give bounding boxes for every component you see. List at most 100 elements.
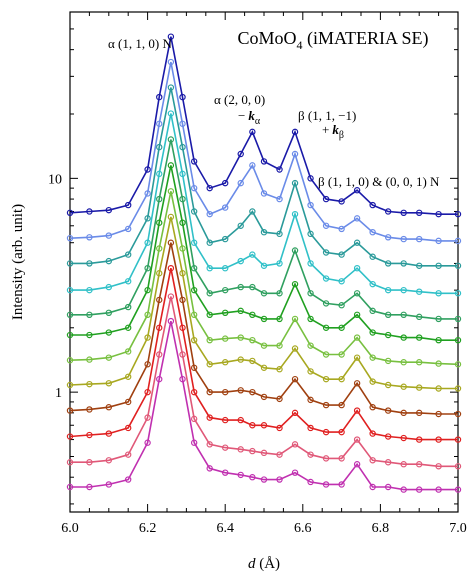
data-point — [124, 278, 132, 285]
data-point — [322, 428, 330, 436]
data-point — [156, 245, 163, 252]
data-point — [221, 335, 229, 342]
data-point — [105, 232, 113, 239]
data-point — [307, 230, 314, 238]
data-point — [454, 237, 462, 245]
data-point — [338, 278, 345, 285]
data-point — [307, 396, 314, 404]
data-point — [206, 414, 213, 421]
data-point — [338, 375, 345, 383]
data-point — [249, 311, 256, 319]
data-point — [416, 235, 423, 243]
data-point — [416, 209, 423, 217]
data-point — [384, 286, 392, 294]
data-point — [322, 249, 330, 256]
fit-line — [70, 113, 458, 295]
data-point — [190, 415, 198, 423]
data-point — [105, 329, 113, 336]
data-point — [167, 110, 175, 117]
data-point — [353, 354, 361, 361]
data-point — [416, 334, 423, 341]
data-point — [454, 436, 462, 443]
data-point — [221, 286, 229, 294]
data-point — [237, 222, 244, 229]
data-point — [322, 351, 330, 358]
data-point — [260, 342, 268, 349]
data-point — [249, 128, 256, 136]
data-point — [221, 179, 229, 187]
data-point — [307, 260, 314, 267]
data-point — [435, 436, 442, 443]
data-point — [237, 446, 244, 453]
data-point — [144, 361, 151, 368]
data-point — [144, 439, 151, 446]
data-point — [156, 375, 163, 383]
data-point — [291, 280, 299, 288]
data-point — [338, 251, 345, 258]
data-point — [291, 150, 299, 158]
data-point — [156, 270, 163, 277]
data-point — [435, 486, 442, 493]
data-point — [454, 385, 462, 392]
data-point — [124, 324, 132, 331]
data-point — [144, 239, 151, 246]
data-point — [86, 234, 93, 241]
data-point — [144, 264, 151, 272]
data-point — [260, 364, 268, 371]
data-point — [86, 260, 93, 267]
data-point — [369, 329, 376, 336]
data-point — [237, 179, 244, 187]
data-point — [190, 439, 198, 446]
data-point — [206, 465, 213, 472]
data-point — [454, 315, 462, 323]
data-point — [307, 478, 314, 486]
data-point — [260, 422, 268, 429]
data-point — [416, 409, 423, 417]
data-point — [307, 175, 314, 182]
data-point — [249, 283, 256, 291]
data-point — [369, 457, 376, 464]
data-point — [454, 336, 462, 344]
data-point — [167, 239, 175, 246]
data-point — [124, 201, 132, 209]
data-point — [400, 260, 407, 267]
data-point — [66, 459, 74, 466]
data-point — [276, 230, 283, 238]
data-point — [353, 461, 361, 468]
data-point — [124, 476, 132, 483]
annotation-text: β (1, 1, 0) & (0, 0, 1) N — [318, 174, 440, 189]
data-point — [206, 184, 213, 192]
data-point — [384, 483, 392, 491]
data-point — [66, 260, 74, 267]
data-point — [86, 356, 93, 363]
data-point — [86, 406, 93, 413]
title-main: CoMoO — [237, 28, 296, 48]
data-point — [124, 373, 132, 380]
data-point — [144, 166, 151, 173]
data-point — [237, 387, 244, 394]
data-point — [190, 264, 198, 272]
data-point — [179, 375, 186, 383]
data-point — [156, 195, 163, 203]
data-point — [338, 225, 345, 233]
data-point — [338, 302, 345, 309]
data-point — [221, 264, 229, 272]
data-point — [105, 430, 113, 437]
data-point — [338, 428, 345, 436]
data-point — [384, 357, 392, 365]
data-point — [124, 348, 132, 355]
data-point — [276, 424, 283, 432]
data-point — [221, 309, 229, 317]
data-point — [291, 210, 299, 218]
data-point — [291, 375, 299, 383]
data-point — [260, 158, 268, 165]
data-point — [156, 296, 163, 304]
data-point — [190, 388, 198, 396]
data-point — [384, 260, 392, 267]
data-point — [66, 331, 74, 339]
data-point — [190, 364, 198, 371]
data-point — [105, 380, 113, 387]
data-point — [221, 204, 229, 211]
fit-line — [69, 61, 458, 242]
